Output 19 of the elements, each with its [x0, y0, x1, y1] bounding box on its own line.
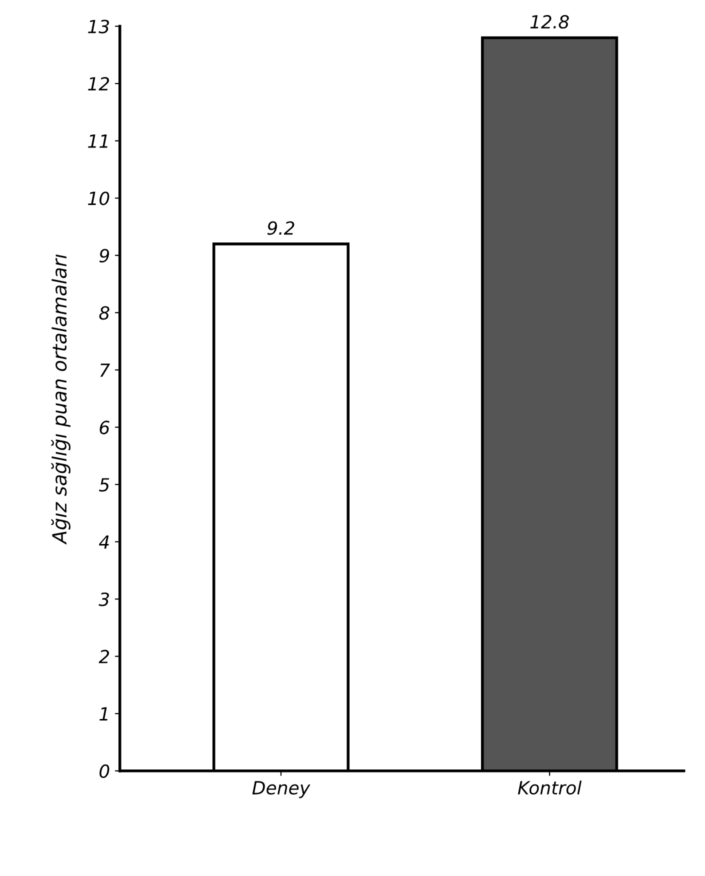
y-tick-label: 1: [100, 707, 108, 720]
y-tick-label: 4: [98, 535, 109, 549]
y-tick-label: 10: [88, 192, 110, 206]
y-axis-title: Ağız sağlığı puan ortalamaları: [51, 254, 70, 545]
y-tick-label: 3: [98, 592, 109, 606]
y-tick-label: 8: [99, 306, 110, 320]
y-tick-label: 7: [100, 364, 110, 377]
x-tick-label: Kontrol: [518, 780, 582, 795]
x-tick-label: Deney: [252, 781, 310, 798]
y-tick-label: 12: [88, 77, 110, 90]
y-tick-label: 11: [88, 134, 108, 148]
y-tick-label: 6: [100, 420, 110, 434]
y-tick-label: 13: [88, 20, 109, 34]
y-tick-label: 2: [98, 650, 110, 664]
y-tick-label: 0: [100, 764, 110, 778]
y-tick-label: 5: [99, 478, 110, 492]
data-label: 9.2: [267, 221, 294, 235]
y-tick-label: 9: [99, 248, 110, 263]
data-label: 12.8: [530, 15, 569, 29]
